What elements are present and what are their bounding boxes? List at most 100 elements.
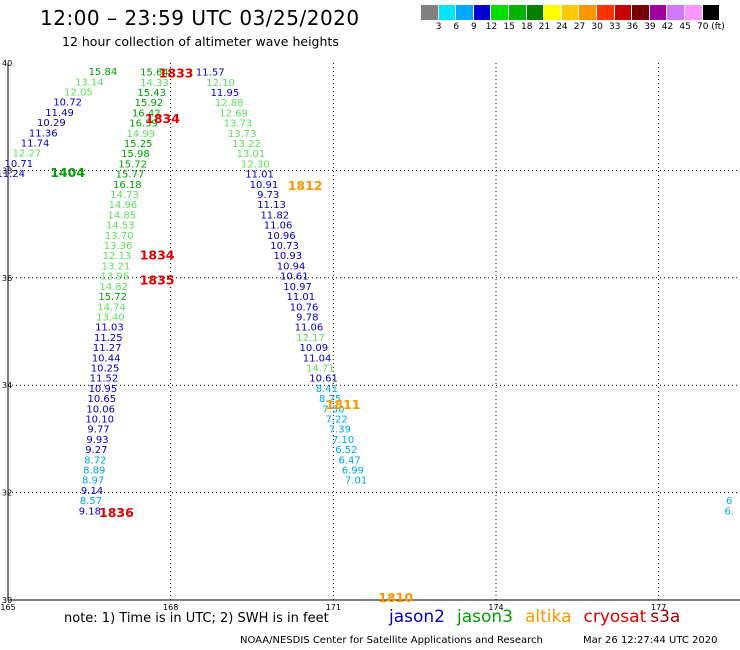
legend-label: 3	[435, 22, 442, 32]
wave-height-point: 6.52	[335, 445, 357, 456]
wave-height-point: 10.96	[267, 231, 296, 242]
wave-height-point: 13.40	[96, 312, 125, 323]
legend-swatch	[667, 5, 685, 20]
wave-height-point: 9.18	[79, 506, 101, 517]
y-tick-label: 32	[2, 489, 12, 498]
legend-label: 21	[538, 22, 551, 32]
wave-height-point: 13.22	[232, 139, 261, 150]
wave-height-point: 10.91	[250, 180, 279, 191]
wave-height-point: 15.84	[89, 67, 118, 78]
wave-height-point: 15.92	[135, 98, 164, 109]
legend-swatches	[421, 5, 721, 20]
x-tick-label: 171	[326, 603, 341, 612]
wave-height-point: 8.57	[80, 496, 102, 507]
wave-height-points: 15.8413.1412.0510.7211.4910.2911.3611.74…	[0, 67, 734, 517]
wave-height-point: 11.95	[211, 88, 240, 99]
wave-height-point: 6.	[724, 506, 734, 517]
wave-height-point: 11.27	[93, 343, 122, 354]
legend-label: 70	[697, 22, 709, 32]
chart-title: 12:00 – 23:59 UTC 03/25/2020	[40, 6, 360, 30]
wave-height-point: 12.10	[206, 78, 235, 89]
satellite-name: jason2	[389, 607, 445, 627]
wave-height-point: 10.06	[86, 404, 115, 415]
y-tick-label: 36	[2, 274, 12, 283]
wave-height-point: 10.61	[280, 272, 309, 283]
wave-height-point: 10.09	[299, 343, 328, 354]
legend-swatch	[438, 5, 457, 20]
wave-height-point: 8.25	[319, 394, 341, 405]
wave-height-point: 13.73	[228, 129, 257, 140]
legend-label: 12	[485, 22, 498, 32]
wave-height-point: 11.52	[90, 374, 119, 385]
wave-height-point: 11.13	[257, 200, 286, 211]
wave-height-point: 15.72	[98, 292, 127, 303]
legend-swatch	[421, 5, 439, 20]
y-tick-label: 30	[2, 596, 12, 605]
revolution-labels: 1833 1834 1404 1812 1834 1835 1811 1836 1810	[50, 66, 413, 605]
wave-height-point: 15.98	[121, 149, 150, 160]
satellite-name: jason3	[457, 607, 513, 627]
legend-swatch	[561, 5, 580, 20]
legend-label: 36	[626, 22, 639, 32]
wave-height-point: 13.73	[224, 119, 253, 130]
credit-line: NOAA/NESDIS Center for Satellite Applica…	[240, 635, 543, 646]
satellite-legend: jason2 jason3 altika cryosat s3a	[389, 607, 692, 627]
wave-height-point: 10.25	[91, 363, 120, 374]
wave-height-point: 10.93	[273, 251, 302, 262]
revolution-label: 1404	[50, 165, 85, 180]
legend-label: 30	[591, 22, 603, 32]
wave-height-point: 16.59	[129, 119, 158, 130]
legend-label: 45	[679, 22, 691, 32]
wave-height-point: 7.01	[345, 476, 367, 487]
chart-subtitle: 12 hour collection of altimeter wave hei…	[62, 34, 339, 49]
wave-height-point: 14.53	[106, 221, 135, 232]
revolution-label: 1834	[140, 248, 175, 263]
revolution-label: 1833	[159, 66, 194, 81]
wave-height-point: 9.78	[296, 312, 318, 323]
wave-height-point: 10.61	[309, 374, 338, 385]
wave-height-point: 12.13	[103, 251, 132, 262]
wave-height-point: 8.97	[82, 476, 104, 487]
wave-height-point: 12.88	[215, 98, 244, 109]
color-legend: 3 6 9 12 15 18 21 24 27 30 33 36 39 42 45 70 (ft)	[421, 5, 725, 32]
wave-height-point: 11.49	[45, 108, 74, 119]
legend-labels: 3 6 9 12 15 18 21 24 27 30 33 36 39 42 45 70 (ft)	[421, 20, 725, 32]
legend-swatch	[456, 5, 474, 20]
wave-height-point: 14.33	[140, 78, 169, 89]
wave-height-point: 7.10	[332, 435, 354, 446]
wave-height-point: 15.64	[140, 68, 169, 79]
generated-timestamp: Mar 26 12:27:44 UTC 2020	[583, 635, 718, 646]
wave-height-point: 7.39	[329, 425, 351, 436]
legend-label: 42	[661, 22, 674, 32]
satellite-name: cryosat	[583, 607, 647, 627]
wave-height-point: 9.93	[86, 435, 108, 446]
wave-height-point: 15.25	[124, 139, 153, 150]
wave-height-point: 10.72	[53, 98, 82, 109]
wave-height-point: 11.06	[295, 323, 324, 334]
legend-unit: (ft)	[711, 22, 725, 32]
wave-height-point: 10.97	[283, 282, 312, 293]
satellite-name: s3a	[650, 607, 681, 627]
wave-height-point: 6.47	[338, 455, 360, 466]
revolution-label: 1812	[288, 178, 323, 193]
wave-height-point: 11.06	[264, 221, 293, 232]
wave-height-point: 11.82	[260, 210, 289, 221]
wave-height-point: 13.21	[102, 261, 131, 272]
wave-height-point: 11.01	[286, 292, 315, 303]
wave-height-point: 10.10	[85, 414, 114, 425]
legend-label: 18	[521, 22, 533, 32]
wave-height-point: 11.25	[94, 333, 123, 344]
wave-height-point: 12.05	[64, 87, 93, 98]
revolution-label: 1834	[145, 111, 180, 126]
legend-swatch	[649, 5, 668, 20]
x-tick-label: 174	[488, 603, 503, 612]
legend-label: 24	[556, 22, 568, 32]
legend-swatch	[508, 5, 527, 20]
wave-height-point: 14.85	[108, 210, 137, 221]
wave-height-point: 10.65	[87, 394, 116, 405]
wave-height-point: 13.14	[75, 77, 104, 88]
legend-swatch	[544, 5, 562, 20]
revolution-label: 1835	[140, 272, 175, 287]
wave-height-point: 11.24	[0, 169, 25, 180]
wave-height-point: 11.03	[95, 323, 124, 334]
